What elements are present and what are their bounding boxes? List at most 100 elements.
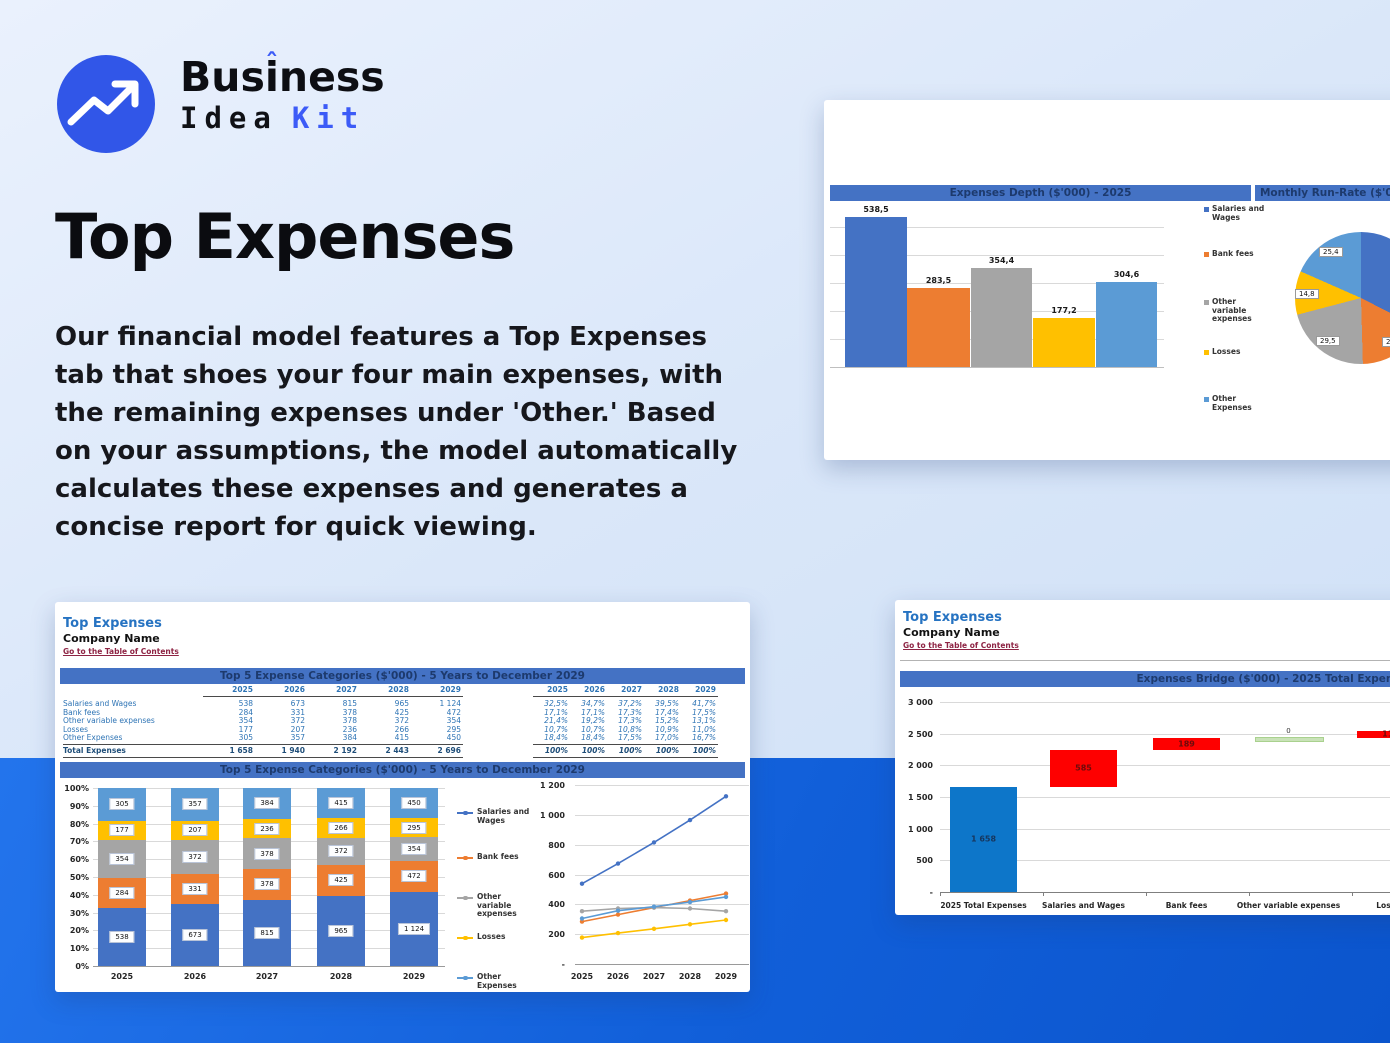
stacked-bar-chart: 100% 90% 80% 70% 60% 50% 40% 30% 20% 10% 0% 538 284 3… — [55, 602, 750, 992]
x-category-label: 2025 Total Expenses — [940, 901, 1027, 910]
legend-item: Salaries and Wages — [1204, 204, 1270, 222]
table-cell: 21,4% — [544, 716, 568, 726]
x-tick-label: 2028 — [678, 972, 702, 981]
waterfall-bar-value: 189 — [1178, 739, 1195, 749]
x-tick-label: 2028 — [329, 972, 353, 981]
line-chart: 1 200 1 000 800 600 400 200-2025 2026 2027 2028 2… — [55, 602, 750, 992]
brand-idea: Idea — [180, 101, 278, 135]
gridline — [830, 227, 1164, 228]
table-cell: 17,5% — [692, 707, 716, 717]
table-cell: 331 — [290, 707, 305, 717]
table-cell: 207 — [290, 724, 305, 734]
table-cell: 17,3% — [618, 707, 642, 717]
stack-segment-label: 425 — [328, 874, 354, 887]
gridline — [940, 828, 1390, 830]
table-header-band: Top 5 Expense Categories ($'000) - 5 Yea… — [60, 668, 745, 684]
legend-swatch — [1204, 397, 1209, 402]
axis-tick — [1352, 892, 1353, 896]
axis-baseline — [830, 367, 1164, 368]
sheet-title: Top Expenses — [903, 610, 1002, 625]
stack-segment-label: 472 — [401, 870, 427, 883]
gridline — [575, 844, 749, 846]
company-name: Company Name — [63, 632, 160, 645]
y-tick-label: 2 000 — [907, 761, 933, 771]
axis-baseline — [575, 964, 749, 965]
legend-label: Other Expenses — [1212, 394, 1252, 412]
brand-wordmark: Bus ˆ iness Idea Kit — [180, 48, 385, 135]
stack-segment-label: 305 — [109, 798, 135, 811]
y-tick-label: 50% — [69, 873, 89, 882]
axis-baseline — [93, 966, 445, 967]
waterfall-chart: 3 000 2 500 2 000 1 500 1 000 500 - 1 658 2025 T… — [895, 600, 1390, 915]
table-cell: 2 696 — [411, 744, 463, 758]
waterfall-bar-base — [950, 786, 1017, 892]
data-point — [615, 861, 621, 866]
table-cell: 236 — [342, 724, 357, 734]
table-of-contents-link[interactable]: Go to the Table of Contents — [63, 647, 179, 656]
gridline — [575, 934, 749, 936]
data-point — [723, 894, 729, 900]
y-tick-label: - — [561, 960, 565, 969]
waterfall-bar-value: 118 — [1382, 729, 1390, 739]
data-point — [687, 817, 693, 823]
circumflex-accent: ˆ — [265, 48, 279, 79]
stack-segment-label: 331 — [182, 883, 208, 895]
table-cell: 295 — [446, 724, 461, 734]
gridline — [940, 765, 1390, 767]
y-tick-label: 60% — [69, 855, 89, 865]
bar-3 — [1033, 318, 1095, 367]
x-tick-label: 2025 — [110, 972, 134, 981]
table-cell: 2026 — [570, 685, 607, 698]
table-cell: 354 — [446, 716, 461, 726]
axis-tick — [940, 892, 941, 896]
waterfall-bar-increase — [1153, 737, 1220, 750]
data-point — [579, 916, 585, 921]
y-tick-label: 40% — [69, 890, 89, 900]
sheet-title: Top Expenses — [63, 616, 162, 631]
logo: Bus ˆ iness Idea Kit — [57, 48, 477, 157]
table-cell: 2029 — [681, 685, 718, 698]
y-tick-label: - — [929, 888, 933, 897]
axis-tick — [1043, 892, 1044, 896]
table-cell: 2027 — [307, 685, 359, 698]
table-cell: 100% — [570, 744, 607, 758]
company-name: Company Name — [903, 626, 1000, 639]
table-cell: 17,1% — [581, 707, 605, 717]
stack-segment-label: 372 — [182, 850, 208, 863]
y-tick-label: 200 — [548, 930, 565, 940]
waterfall-zero-bar — [1255, 736, 1324, 742]
table-of-contents-link[interactable]: Go to the Table of Contents — [903, 641, 1019, 650]
table-cell: Other variable expenses — [63, 716, 155, 726]
stack-segment-label: 295 — [401, 821, 427, 834]
table-cell: 266 — [394, 724, 409, 734]
data-point — [615, 908, 621, 913]
data-point — [579, 919, 585, 924]
y-tick-label: 1 500 — [907, 793, 933, 802]
legend-swatch — [1204, 300, 1209, 305]
stack-segment-label: 207 — [182, 824, 208, 837]
table-cell: Bank fees — [63, 707, 100, 717]
table-cell: 372 — [394, 716, 409, 726]
y-tick-label: 1 200 — [539, 781, 565, 790]
brand-line2: Idea Kit — [180, 101, 385, 135]
stack-segment-label: 450 — [401, 796, 427, 809]
x-tick-label: 2026 — [183, 972, 207, 981]
data-point — [723, 794, 729, 799]
y-tick-label: 800 — [548, 840, 565, 850]
data-point — [615, 912, 621, 917]
bar-value: 538,5 — [863, 205, 889, 214]
stack-segment-label: 415 — [328, 797, 354, 810]
stack-segment-label: 815 — [254, 926, 280, 939]
table-cell: 538 — [238, 699, 253, 709]
gridline — [940, 733, 1390, 735]
table-cell: 2027 — [607, 685, 644, 698]
legend-item: Other variable expenses — [1204, 297, 1270, 324]
gridline — [575, 785, 749, 786]
legend-item: Bank fees — [1204, 249, 1270, 259]
stack-segment-label: 236 — [254, 822, 280, 835]
gridline — [940, 860, 1390, 862]
table-cell: 100% — [644, 744, 681, 758]
x-tick-label: 2026 — [606, 972, 630, 981]
table-cell: 815 — [342, 699, 357, 709]
